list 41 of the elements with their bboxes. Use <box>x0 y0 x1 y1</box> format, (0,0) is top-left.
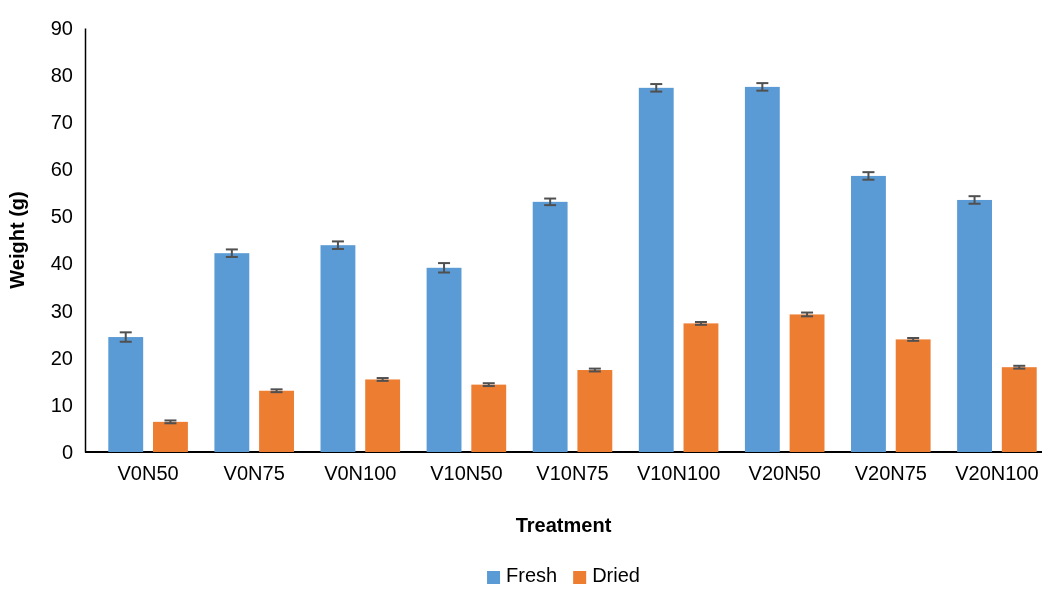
bar <box>259 390 294 452</box>
bar <box>153 421 188 452</box>
y-tick-label: 20 <box>50 346 73 369</box>
bar <box>577 370 613 452</box>
bar <box>108 337 144 452</box>
bar <box>471 384 507 452</box>
bar <box>426 267 462 452</box>
bar <box>320 245 356 452</box>
bar <box>683 323 719 452</box>
y-tick-label: 90 <box>50 16 73 39</box>
bar <box>638 87 674 452</box>
x-tick-label: V0N100 <box>324 462 397 485</box>
legend-label: Fresh <box>506 564 558 586</box>
bar <box>957 199 992 452</box>
bar <box>851 175 886 452</box>
bar <box>1001 367 1037 452</box>
bar <box>214 253 250 452</box>
y-tick-label: 80 <box>50 64 73 87</box>
x-tick-label: V10N100 <box>636 462 721 485</box>
y-tick-label: 40 <box>50 252 73 275</box>
x-tick-label: V0N75 <box>223 462 285 485</box>
x-axis-title: Treatment <box>515 514 612 536</box>
bar <box>365 379 401 452</box>
y-tick-label: 30 <box>50 299 73 322</box>
y-tick-label: 10 <box>50 393 73 416</box>
y-tick-label: 70 <box>50 111 73 134</box>
y-tick-label: 60 <box>50 158 73 181</box>
x-tick-label: V0N50 <box>117 462 179 485</box>
x-tick-label: V20N75 <box>854 462 927 485</box>
bar <box>895 339 931 452</box>
y-tick-label: 50 <box>50 205 73 228</box>
x-tick-label: V10N50 <box>430 462 503 485</box>
bar <box>744 86 780 452</box>
x-tick-label: V20N50 <box>748 462 821 485</box>
x-tick-label: V20N100 <box>955 462 1039 485</box>
bar <box>789 314 825 452</box>
y-tick-label: 0 <box>61 440 73 463</box>
bar <box>532 201 568 452</box>
x-tick-label: V10N75 <box>536 462 609 485</box>
y-axis-title: Weight (g) <box>6 191 28 289</box>
legend-label: Dried <box>592 564 640 586</box>
